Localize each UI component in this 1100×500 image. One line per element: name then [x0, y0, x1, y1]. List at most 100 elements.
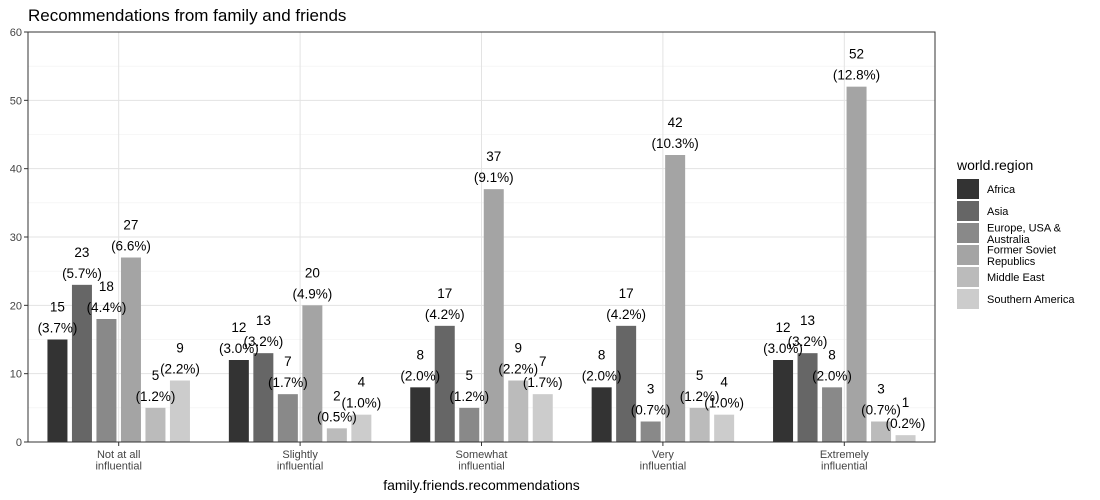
data-label-percent: (4.4%) — [87, 300, 127, 315]
bar — [591, 387, 612, 442]
data-label-percent: (4.2%) — [425, 307, 465, 322]
data-label-count: 3 — [877, 382, 885, 397]
y-tick-label: 40 — [10, 164, 22, 176]
data-label-count: 13 — [800, 313, 815, 328]
data-label-percent: (9.1%) — [474, 170, 514, 185]
legend-key — [957, 223, 979, 243]
data-label-count: 2 — [333, 388, 341, 403]
legend-key — [957, 267, 979, 287]
x-tick-label: influential — [458, 461, 504, 473]
data-label-count: 17 — [619, 286, 634, 301]
bar — [145, 407, 166, 442]
data-label-count: 12 — [776, 320, 791, 335]
data-label-percent: (2.2%) — [498, 362, 538, 377]
x-tick-label: influential — [640, 461, 686, 473]
x-tick-label: Not at all — [97, 449, 140, 461]
y-tick-label: 20 — [10, 300, 22, 312]
bar — [714, 414, 735, 442]
bar — [326, 428, 347, 442]
data-label-percent: (0.2%) — [886, 416, 926, 431]
legend-title: world.region — [956, 157, 1033, 173]
data-label-count: 5 — [152, 368, 160, 383]
bar — [640, 421, 661, 442]
legend-key — [957, 179, 979, 199]
legend-label: Southern America — [987, 294, 1075, 306]
legend: world.region Africa Asia Europe, USA &Aust… — [956, 157, 1075, 309]
data-label-count: 5 — [465, 368, 473, 383]
bar — [47, 339, 68, 442]
bar — [71, 284, 92, 442]
data-label-count: 4 — [720, 375, 728, 390]
data-label-count: 8 — [828, 347, 836, 362]
data-label-percent: (6.6%) — [111, 239, 151, 254]
data-label-percent: (1.0%) — [704, 396, 744, 411]
data-label-count: 27 — [123, 218, 138, 233]
bar — [351, 414, 372, 442]
bar — [508, 380, 529, 442]
bar — [846, 86, 867, 443]
bar — [871, 421, 892, 442]
data-label-count: 17 — [437, 286, 452, 301]
data-label-count: 7 — [539, 354, 547, 369]
data-label-count: 7 — [284, 354, 292, 369]
data-label-percent: (0.7%) — [861, 403, 901, 418]
data-label-percent: (1.7%) — [523, 375, 563, 390]
data-label-count: 4 — [358, 375, 366, 390]
data-label-count: 52 — [849, 47, 864, 62]
bar — [459, 407, 480, 442]
chart-title: Recommendations from family and friends — [28, 6, 346, 25]
data-label-count: 5 — [696, 368, 704, 383]
legend-key — [957, 201, 979, 221]
bar — [253, 353, 274, 442]
x-tick-label: Extremely — [820, 449, 869, 461]
legend-key — [957, 289, 979, 309]
x-tick-label: influential — [95, 461, 141, 473]
x-axis-title: family.friends.recommendations — [383, 477, 580, 493]
legend-label: Asia — [987, 206, 1009, 218]
data-label-percent: (1.2%) — [680, 389, 720, 404]
data-label-count: 37 — [486, 149, 501, 164]
data-label-percent: (1.2%) — [136, 389, 176, 404]
data-label-percent: (10.3%) — [652, 136, 699, 151]
y-tick-label: 30 — [10, 232, 22, 244]
data-label-percent: (1.0%) — [341, 396, 381, 411]
legend-label: Europe, USA & — [987, 223, 1062, 235]
x-axis: Not at allinfluentialSlightlyinfluential… — [95, 442, 869, 473]
data-label-percent: (2.0%) — [400, 368, 440, 383]
data-label-count: 9 — [514, 341, 522, 356]
x-tick-label: Slightly — [282, 449, 318, 461]
data-label-percent: (4.9%) — [292, 286, 332, 301]
legend-key — [957, 245, 979, 265]
data-label-count: 9 — [176, 341, 184, 356]
bar — [120, 257, 141, 442]
bar — [96, 319, 117, 442]
data-label-count: 23 — [74, 245, 89, 260]
data-label-count: 8 — [416, 347, 424, 362]
x-tick-label: Somewhat — [456, 449, 508, 461]
data-label-percent: (4.2%) — [606, 307, 646, 322]
bar — [797, 353, 818, 442]
data-label-count: 15 — [50, 300, 65, 315]
data-label-percent: (3.2%) — [243, 334, 283, 349]
data-label-percent: (2.2%) — [160, 362, 200, 377]
legend-label: Republics — [987, 256, 1036, 268]
data-labels: 15(3.7%)23(5.7%)18(4.4%)27(6.6%)5(1.2%)9… — [38, 47, 926, 431]
bar — [302, 305, 323, 442]
legend-label: Former Soviet — [987, 245, 1056, 257]
data-label-count: 3 — [647, 382, 655, 397]
data-label-count: 1 — [902, 395, 910, 410]
data-label-count: 8 — [598, 347, 606, 362]
data-label-percent: (12.8%) — [833, 68, 880, 83]
x-tick-label: Very — [652, 449, 675, 461]
legend-label: Australia — [987, 234, 1031, 246]
data-label-percent: (3.2%) — [788, 334, 828, 349]
data-label-count: 18 — [99, 279, 114, 294]
data-label-percent: (2.0%) — [582, 368, 622, 383]
legend-label: Middle East — [987, 272, 1044, 284]
bar — [665, 155, 686, 442]
bars — [47, 86, 916, 443]
bar — [822, 387, 843, 442]
data-label-percent: (0.5%) — [317, 409, 357, 424]
bar — [616, 325, 637, 442]
